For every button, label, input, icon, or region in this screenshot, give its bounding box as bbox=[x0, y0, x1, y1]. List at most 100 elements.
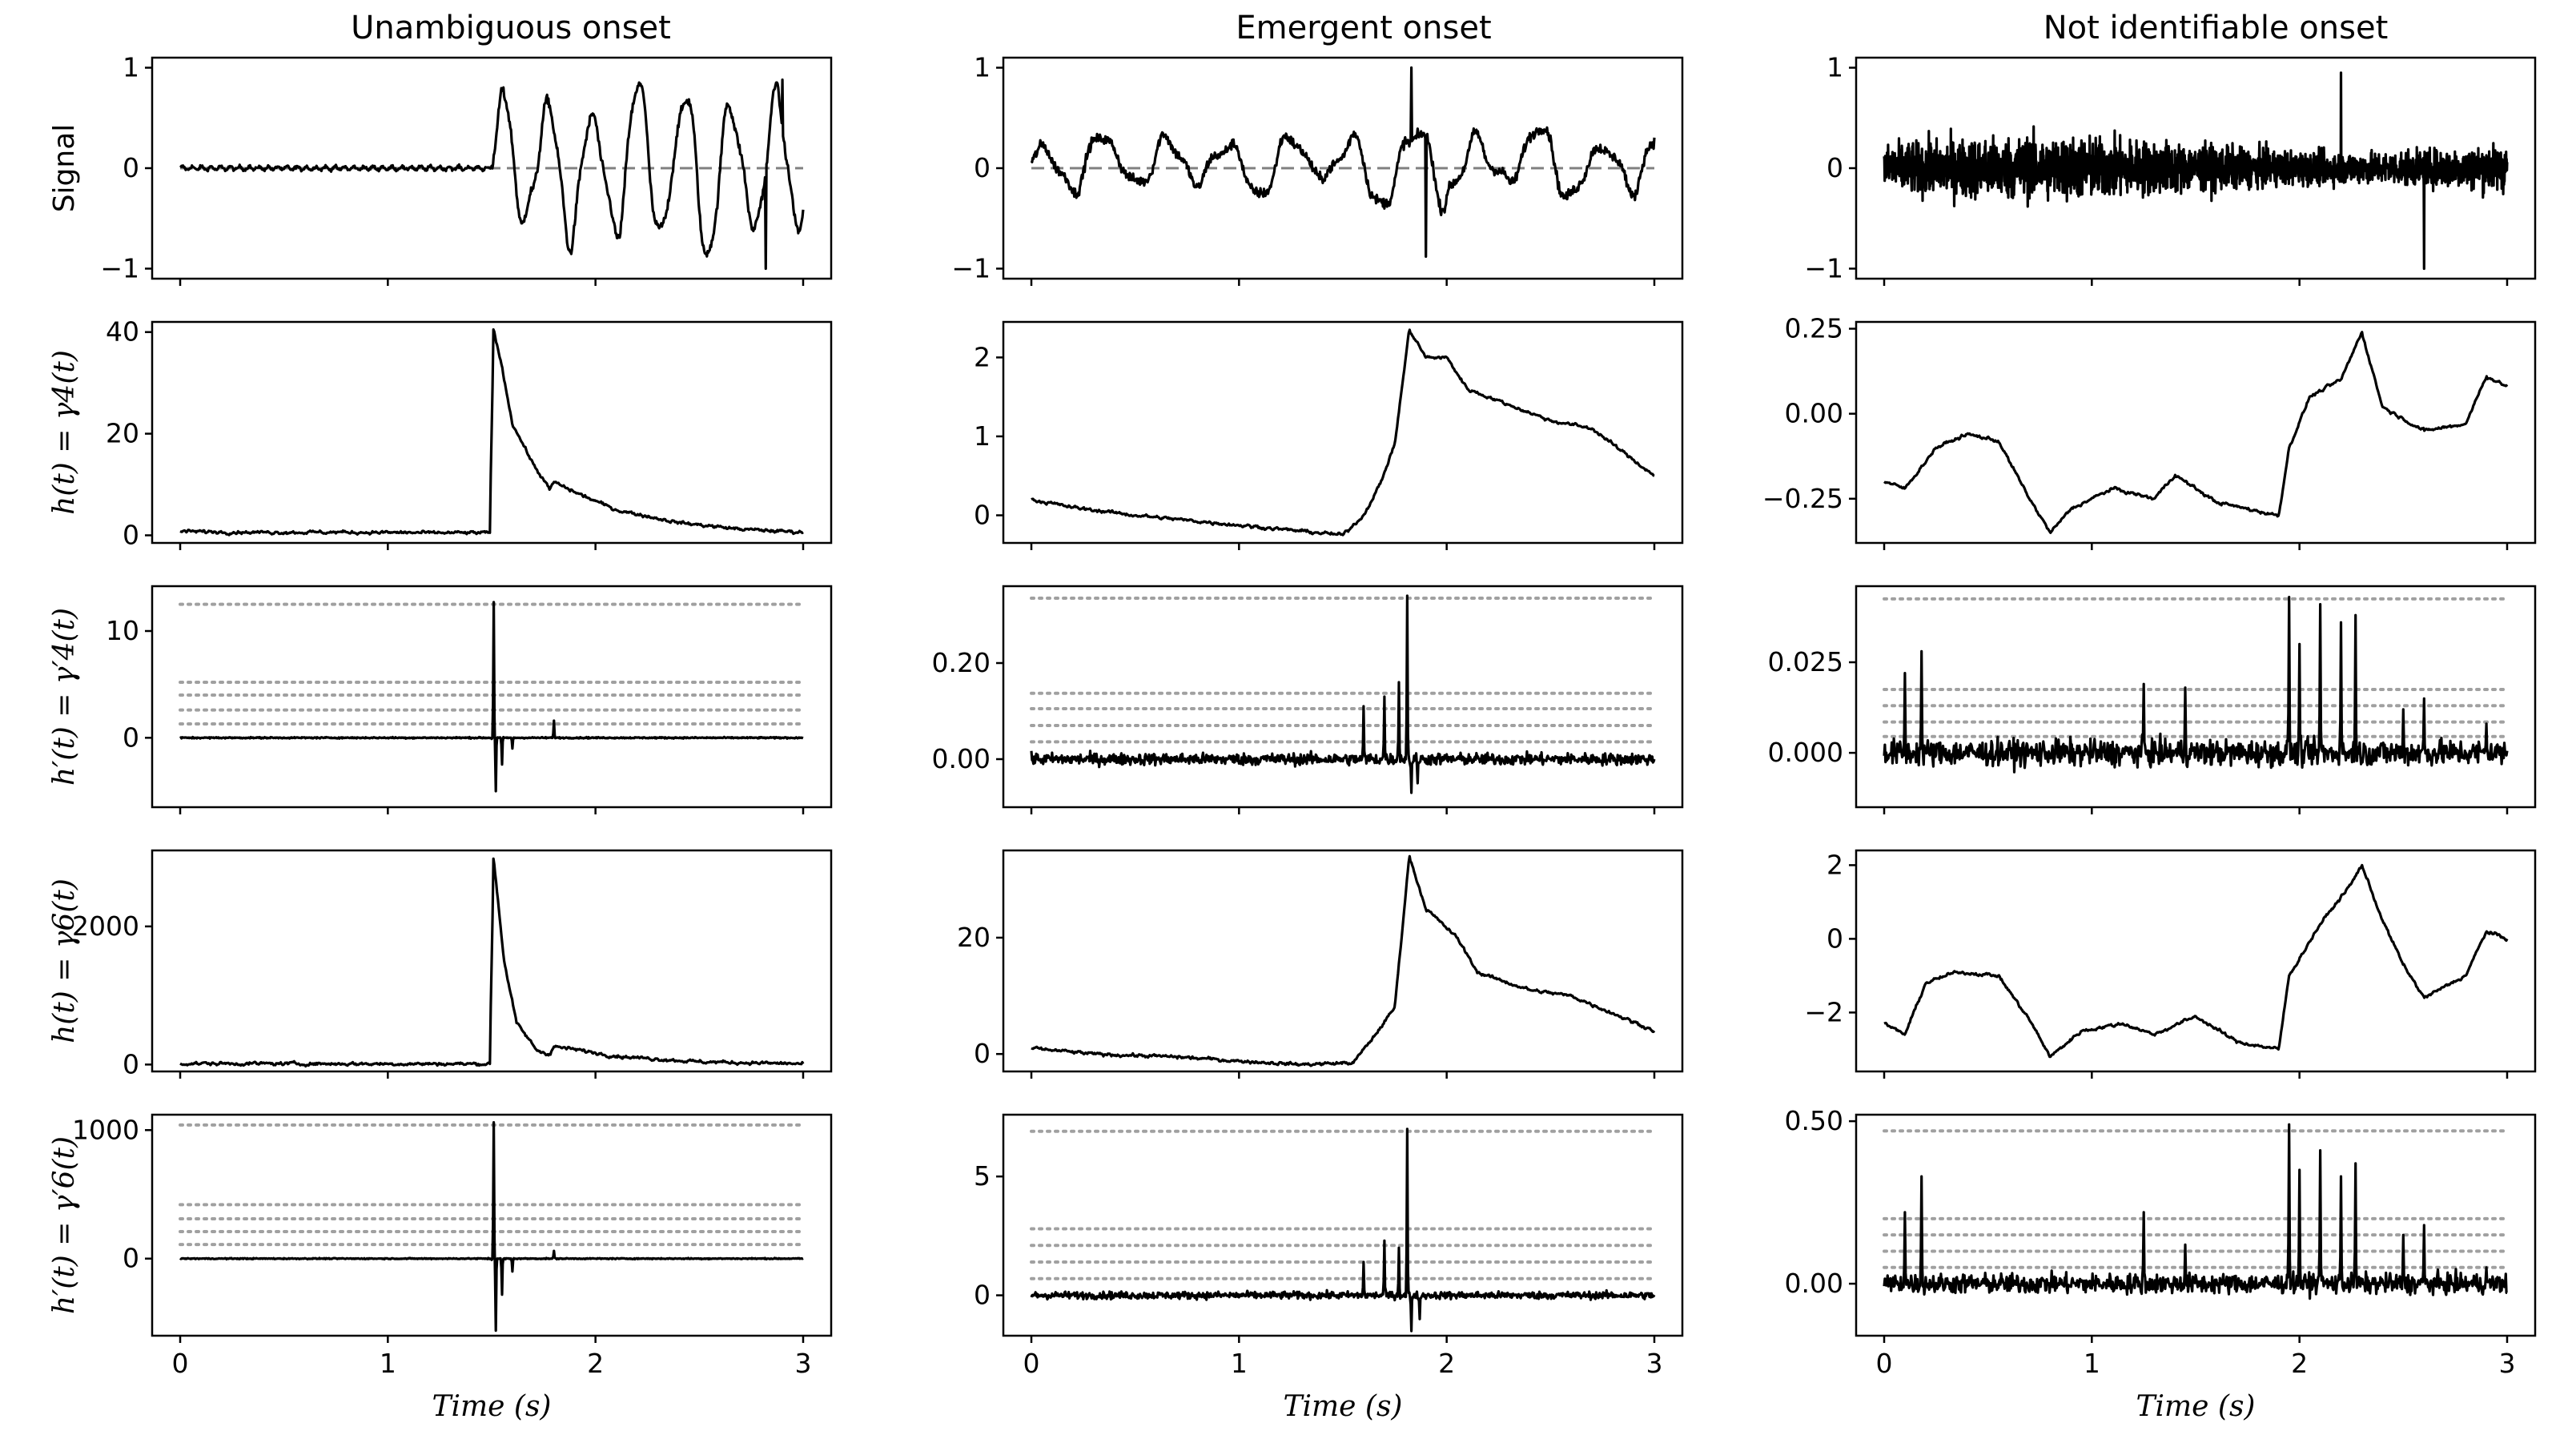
series-line bbox=[1031, 328, 1655, 537]
y-tick-label: 1 bbox=[123, 52, 139, 83]
y-axis-label: h′(t) = γ′4(t) bbox=[48, 608, 81, 786]
y-axis-label: h′(t) = γ′6(t) bbox=[48, 1136, 81, 1314]
axes-frame bbox=[151, 849, 833, 1073]
x-tick-label: 3 bbox=[1646, 1348, 1662, 1379]
panel-r4-c0: 0 1000 0 1 2 3 Time (s) h′(t) = γ′6(t) bbox=[48, 1113, 833, 1423]
panel-r4-c1: 0 5 0 1 2 3 Time (s) bbox=[974, 1113, 1684, 1423]
panel-r1-c2: −0.25 0.00 0.25 bbox=[1762, 312, 2537, 550]
x-tick-label: 3 bbox=[2498, 1348, 2515, 1379]
series-line bbox=[1883, 863, 2509, 1059]
series-line bbox=[1883, 1123, 2508, 1300]
y-tick-label: 0.00 bbox=[932, 743, 991, 774]
panel-r3-c2: −2 0 2 bbox=[1804, 849, 2537, 1079]
y-tick-label: 0.00 bbox=[1785, 1268, 1843, 1299]
y-axis-label: Signal bbox=[48, 124, 81, 213]
panel-r1-c1: 0 1 2 bbox=[974, 320, 1684, 550]
x-tick-label: 0 bbox=[172, 1348, 189, 1379]
panel-r2-c0: 0 10 h′(t) = γ′4(t) bbox=[48, 585, 833, 814]
panel-r2-c1: 0.00 0.20 bbox=[932, 585, 1684, 814]
series-line bbox=[179, 328, 804, 537]
series-line bbox=[1031, 854, 1656, 1067]
y-tick-label: 0.25 bbox=[1785, 312, 1843, 344]
x-tick-label: 2 bbox=[587, 1348, 604, 1379]
column-title-unambiguous: Unambiguous onset bbox=[351, 10, 671, 46]
column-title-emergent: Emergent onset bbox=[1236, 10, 1491, 46]
y-tick-label: 0 bbox=[974, 500, 991, 531]
y-tick-label: 0 bbox=[123, 152, 139, 183]
y-tick-label: 2 bbox=[1827, 849, 1843, 880]
y-axis-label: h(t) = γ6(t) bbox=[48, 878, 81, 1043]
x-tick-label: 3 bbox=[794, 1348, 811, 1379]
y-tick-label: 1000 bbox=[72, 1114, 139, 1145]
y-tick-label: −1 bbox=[1804, 252, 1843, 283]
panel-r4-c2: 0.00 0.50 0 1 2 3 Time (s) bbox=[1785, 1105, 2537, 1423]
series-line bbox=[179, 78, 805, 271]
axes-frame bbox=[1002, 1113, 1684, 1337]
y-tick-label: 0.025 bbox=[1768, 646, 1843, 677]
x-tick-label: 0 bbox=[1023, 1348, 1040, 1379]
y-tick-label: 1 bbox=[974, 52, 991, 83]
panel-r0-c0: −1 0 1 Signal bbox=[48, 52, 833, 286]
y-tick-label: 20 bbox=[106, 418, 139, 449]
y-tick-label: −2 bbox=[1804, 996, 1843, 1027]
axes-frame bbox=[1855, 585, 2537, 809]
y-tick-label: 0.000 bbox=[1768, 737, 1843, 768]
axes-frame bbox=[1855, 320, 2537, 545]
x-axis-label: Time (s) bbox=[1284, 1390, 1403, 1423]
y-tick-label: 0 bbox=[974, 1038, 991, 1069]
axes-frame bbox=[151, 1113, 833, 1337]
series-line bbox=[1030, 66, 1656, 258]
y-tick-label: 0.00 bbox=[1785, 398, 1843, 429]
axes-frame bbox=[1855, 849, 2537, 1073]
x-axis-label: Time (s) bbox=[2136, 1390, 2256, 1423]
y-tick-label: 0 bbox=[123, 1243, 139, 1274]
y-tick-label: 0.50 bbox=[1785, 1105, 1843, 1136]
x-axis-label: Time (s) bbox=[432, 1390, 552, 1423]
y-tick-label: 0 bbox=[123, 1048, 139, 1079]
x-tick-label: 2 bbox=[2291, 1348, 2308, 1379]
y-tick-label: −1 bbox=[951, 252, 991, 283]
x-tick-label: 0 bbox=[1876, 1348, 1893, 1379]
series-line bbox=[1883, 596, 2509, 774]
column-titles: Unambiguous onset Emergent onset Not ide… bbox=[351, 10, 2388, 46]
y-tick-label: 0 bbox=[1827, 923, 1843, 954]
y-tick-label: 20 bbox=[957, 922, 991, 953]
x-tick-label: 1 bbox=[2084, 1348, 2100, 1379]
series-line bbox=[179, 601, 804, 793]
y-tick-label: 0.20 bbox=[932, 647, 991, 678]
axes-frame bbox=[151, 585, 833, 809]
series-line bbox=[179, 857, 805, 1068]
y-tick-label: 0 bbox=[974, 152, 991, 183]
x-tick-label: 1 bbox=[380, 1348, 396, 1379]
y-tick-label: 0 bbox=[974, 1280, 991, 1311]
y-tick-label: 2 bbox=[974, 341, 991, 372]
y-tick-label: 1 bbox=[1827, 52, 1843, 83]
column-title-not-identifiable: Not identifiable onset bbox=[2044, 10, 2389, 46]
axes-frame bbox=[1002, 585, 1684, 809]
axes-frame bbox=[1002, 849, 1684, 1073]
series-line bbox=[1030, 1128, 1656, 1333]
y-tick-label: 2000 bbox=[72, 910, 139, 942]
panel-r0-c2: −1 0 1 bbox=[1804, 52, 2537, 286]
y-tick-label: 0 bbox=[1827, 152, 1843, 183]
y-tick-label: 0 bbox=[123, 722, 139, 753]
y-tick-label: 0 bbox=[123, 519, 139, 550]
panel-r1-c0: 0 20 40 h(t) = γ4(t) bbox=[48, 316, 833, 550]
panel-r0-c1: −1 0 1 bbox=[951, 52, 1684, 286]
y-tick-label: 1 bbox=[974, 420, 991, 452]
y-tick-label: 40 bbox=[106, 316, 139, 348]
panel-r2-c2: 0.000 0.025 bbox=[1768, 585, 2537, 814]
y-tick-label: −1 bbox=[100, 252, 139, 283]
y-tick-label: 5 bbox=[974, 1160, 991, 1192]
x-tick-label: 2 bbox=[1438, 1348, 1455, 1379]
axes-frame bbox=[1002, 320, 1684, 545]
y-axis-label: h(t) = γ4(t) bbox=[48, 350, 81, 515]
x-tick-label: 1 bbox=[1231, 1348, 1248, 1379]
series-line bbox=[1883, 71, 2509, 271]
axes-frame bbox=[1855, 1113, 2537, 1337]
series-line bbox=[1030, 594, 1656, 794]
axes-frame bbox=[151, 320, 833, 545]
